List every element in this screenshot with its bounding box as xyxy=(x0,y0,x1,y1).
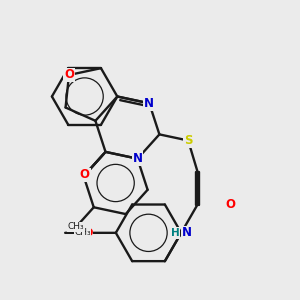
Text: N: N xyxy=(182,226,192,239)
Text: O: O xyxy=(83,228,93,238)
Text: CH₃: CH₃ xyxy=(74,228,91,237)
Text: CH₃: CH₃ xyxy=(68,222,85,231)
Text: N: N xyxy=(144,97,154,110)
Text: O: O xyxy=(80,169,90,182)
Text: O: O xyxy=(225,198,235,211)
Text: H: H xyxy=(171,228,180,238)
Text: N: N xyxy=(133,152,142,165)
Text: O: O xyxy=(64,68,74,82)
Text: S: S xyxy=(184,134,192,147)
